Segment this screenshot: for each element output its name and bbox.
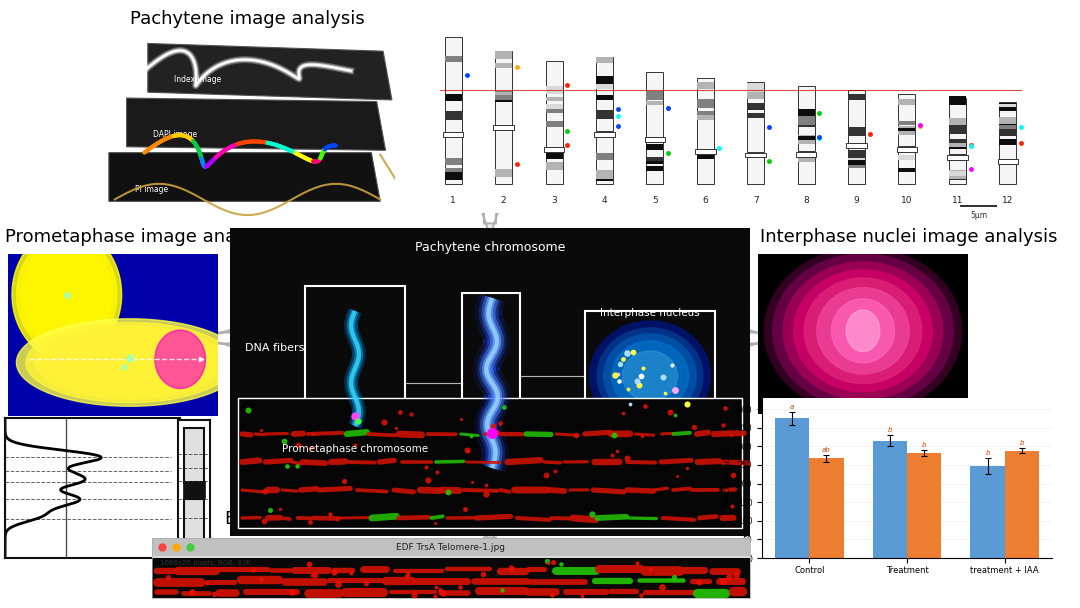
Text: Prometaphase image analysis: Prometaphase image analysis [5, 228, 275, 246]
Text: Pachytene image analysis: Pachytene image analysis [130, 10, 364, 28]
Polygon shape [478, 525, 502, 561]
Text: EDF image analysis: EDF image analysis [225, 510, 402, 528]
Polygon shape [204, 327, 240, 349]
Polygon shape [478, 200, 502, 236]
Polygon shape [739, 327, 775, 349]
Text: Interphase nuclei image analysis: Interphase nuclei image analysis [760, 228, 1057, 246]
